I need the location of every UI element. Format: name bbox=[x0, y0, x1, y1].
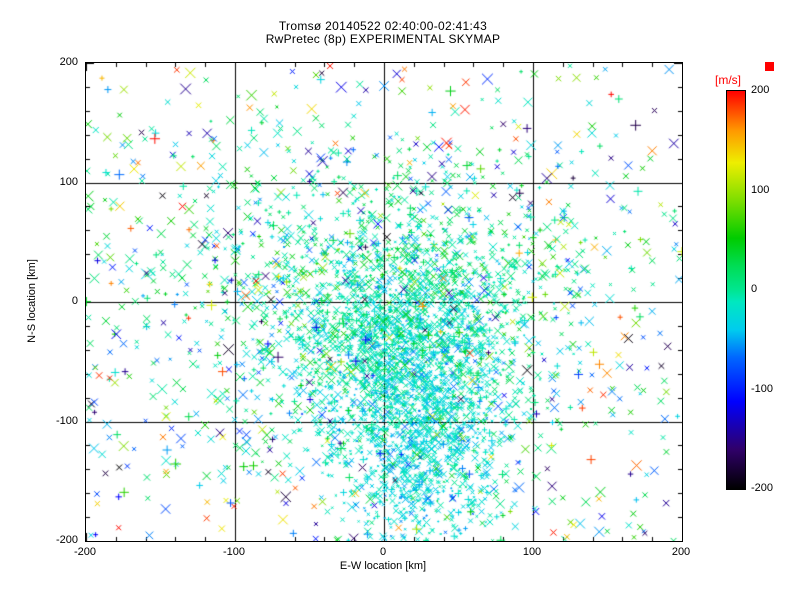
colorbar-tick-label: 100 bbox=[751, 183, 770, 196]
y-tick-label: 200 bbox=[59, 56, 78, 68]
x-tick-label: -200 bbox=[73, 546, 97, 558]
x-tick-label: 100 bbox=[522, 546, 542, 558]
x-tick-label: 0 bbox=[379, 546, 387, 558]
colorbar-unit-label: [m/s] bbox=[715, 73, 741, 87]
colorbar-overflow-marker bbox=[765, 62, 774, 71]
x-tick-label: 200 bbox=[671, 546, 691, 558]
y-tick-label: -200 bbox=[55, 534, 78, 546]
x-tick-label: -100 bbox=[222, 546, 246, 558]
y-tick-label: 100 bbox=[59, 175, 78, 188]
colorbar-gradient bbox=[727, 91, 745, 489]
x-axis-label: E-W location [km] bbox=[339, 560, 427, 572]
colorbar-tick-label: -200 bbox=[751, 482, 774, 494]
colorbar-tick-label: 200 bbox=[751, 84, 770, 96]
plot-title-line1: Tromsø 20140522 02:40:00-02:41:43 bbox=[278, 19, 488, 33]
y-axis-label-text: N-S location [km] bbox=[26, 259, 38, 343]
plot-area bbox=[85, 62, 683, 542]
plot-title-line2: RwPretec (8p) EXPERIMENTAL SKYMAP bbox=[265, 32, 501, 46]
colorbar-tick-label: -100 bbox=[751, 382, 774, 395]
scatter-canvas bbox=[86, 63, 682, 541]
y-tick-label: 0 bbox=[71, 295, 78, 307]
y-tick-label: -100 bbox=[55, 414, 78, 427]
colorbar bbox=[726, 90, 746, 490]
colorbar-tick-label: 0 bbox=[751, 283, 758, 295]
